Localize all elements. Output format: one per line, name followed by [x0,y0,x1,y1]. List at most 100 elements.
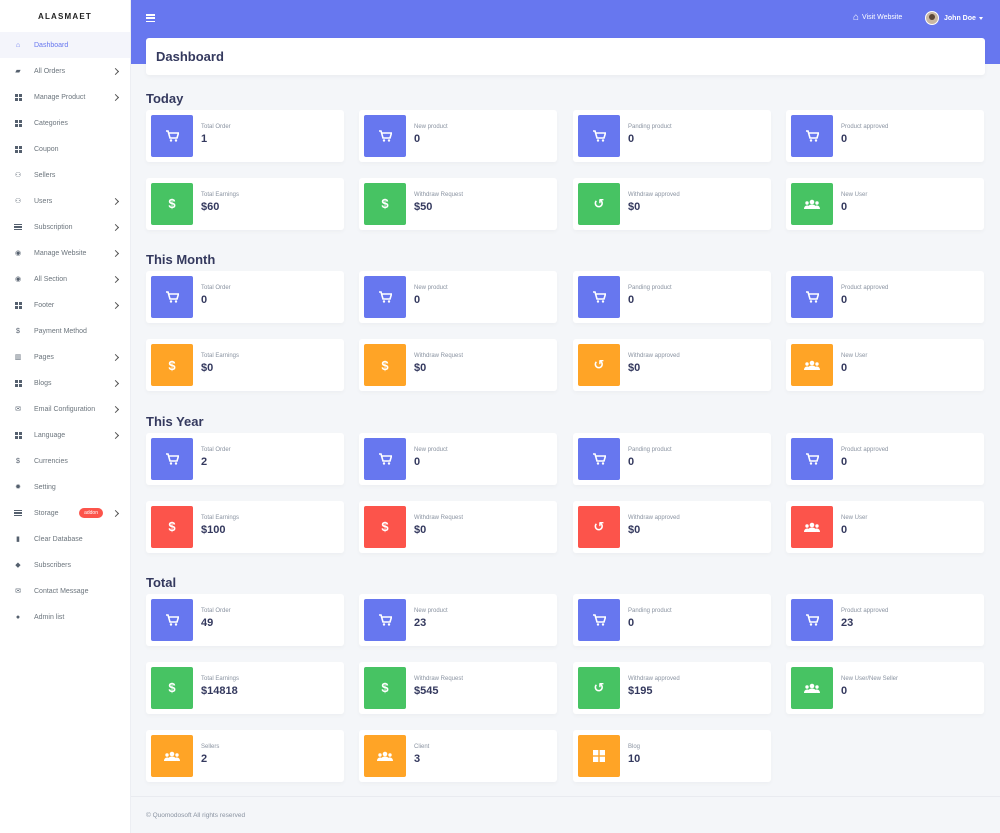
user-dropdown[interactable]: John Doe [925,11,983,25]
stat-card[interactable]: Panding product 0 [573,432,771,485]
stat-card[interactable]: New User 0 [786,339,984,392]
stat-card[interactable]: Client 3 [359,729,557,782]
sidebar-item-footer[interactable]: Footer [0,292,130,318]
cart-icon [364,599,406,642]
stat-card[interactable]: $ Withdraw Request $0 [359,339,557,392]
stat-card[interactable]: Product approved 0 [786,432,984,485]
sidebar-item-categories[interactable]: Categories [0,110,130,136]
list-icon [14,509,22,517]
users-icon [791,666,833,709]
sidebar-item-coupon[interactable]: Coupon [0,136,130,162]
sidebar-item-storage[interactable]: Storage addon [0,500,130,526]
stat-card[interactable]: New User 0 [786,500,984,553]
sidebar-item-label: Manage Website [34,249,87,257]
stat-card[interactable]: Product approved 0 [786,271,984,324]
stat-card[interactable]: ↺ Withdraw approved $195 [573,661,771,714]
sidebar-item-manage-product[interactable]: Manage Product [0,84,130,110]
stat-card[interactable]: ↺ Withdraw approved $0 [573,177,771,230]
stat-value: $545 [414,684,439,697]
stat-card[interactable]: ↺ Withdraw approved $0 [573,339,771,392]
stat-label: Panding product [628,285,672,292]
stat-card[interactable]: $ Total Earnings $100 [146,500,344,553]
stat-card[interactable]: $ Withdraw Request $0 [359,500,557,553]
stat-card[interactable]: Panding product 0 [573,594,771,647]
sidebar-item-all-section[interactable]: ◉ All Section [0,266,130,292]
stat-card[interactable]: Panding product 0 [573,271,771,324]
stat-label: Sellers [201,743,220,750]
stat-card[interactable]: $ Withdraw Request $50 [359,177,557,230]
dollar-icon: $ [16,327,20,335]
stat-card[interactable]: Panding product 0 [573,110,771,162]
stat-value: $0 [201,362,214,375]
stat-value: 49 [201,617,214,630]
sidebar-item-dashboard[interactable]: ⌂ Dashboard [0,32,130,58]
sidebar-item-admin-list[interactable]: ● Admin list [0,604,130,630]
sidebar-item-subscribers[interactable]: ◆ Subscribers [0,552,130,578]
stat-card[interactable]: Total Order 2 [146,432,344,485]
sidebar-item-subscription[interactable]: Subscription [0,214,130,240]
stat-card[interactable]: New product 0 [359,110,557,162]
sidebar-item-all-orders[interactable]: ▰ All Orders [0,58,130,84]
sidebar-item-currencies[interactable]: $ Currencies [0,448,130,474]
chevron-right-icon [111,67,120,75]
stat-card[interactable]: Total Order 49 [146,594,344,647]
grid-icon [14,93,22,101]
sidebar-item-label: Pages [34,353,54,361]
stat-card[interactable]: ↺ Withdraw approved $0 [573,500,771,553]
cart-icon [151,599,193,642]
sidebar-item-language[interactable]: Language [0,422,130,448]
chevron-right-icon [111,431,120,439]
sidebar-item-pages[interactable]: ▥ Pages [0,344,130,370]
stat-card[interactable]: Total Order 0 [146,271,344,324]
stat-label: Withdraw approved [628,191,680,198]
stat-label: Total Order [201,608,231,615]
stat-card[interactable]: New product 23 [359,594,557,647]
columns-icon: ▥ [14,354,22,361]
stat-card[interactable]: Sellers 2 [146,729,344,782]
stat-value: 0 [414,133,421,145]
hamburger-menu-icon[interactable] [146,14,155,22]
stat-value: 0 [841,362,848,375]
stat-card[interactable]: New User 0 [786,177,984,230]
sidebar-item-contact-message[interactable]: ✉ Contact Message [0,578,130,604]
stat-card[interactable]: $ Total Earnings $14818 [146,661,344,714]
stat-card[interactable]: $ Withdraw Request $545 [359,661,557,714]
cart-icon: ▰ [15,68,21,75]
stat-card[interactable]: New User/New Seller 0 [786,661,984,714]
stat-card[interactable]: Blog 10 [573,729,771,782]
stat-value: 3 [414,752,421,765]
sidebar-item-manage-website[interactable]: ◉ Manage Website [0,240,130,266]
stat-card[interactable]: New product 0 [359,432,557,485]
stat-card[interactable]: $ Total Earnings $60 [146,177,344,230]
trash-icon: ▮ [16,536,20,543]
sidebar-item-label: Coupon [34,145,59,153]
stat-label: Total Earnings [201,514,240,521]
stat-label: New User [841,514,868,521]
dollar-icon: $ [364,505,406,548]
sidebar-item-label: Sellers [34,171,56,179]
sidebar-item-users[interactable]: ⚇ Users [0,188,130,214]
globe-icon: ◉ [14,276,22,283]
sidebar-item-payment-method[interactable]: $ Payment Method [0,318,130,344]
stat-value: $100 [201,523,226,536]
sidebar-item-clear-database[interactable]: ▮ Clear Database [0,526,130,552]
stat-card[interactable]: $ Total Earnings $0 [146,339,344,392]
stat-card[interactable]: New product 0 [359,271,557,324]
chevron-right-icon [111,223,120,231]
cart-icon [791,276,833,319]
grid-icon [578,734,620,777]
stat-card[interactable]: Product approved 0 [786,110,984,162]
sidebar-item-label: Manage Product [34,93,86,101]
stat-label: Product approved [841,608,889,615]
sidebar-item-label: Contact Message [34,587,89,595]
chevron-right-icon [111,301,120,309]
stat-card[interactable]: Product approved 23 [786,594,984,647]
brand-logo[interactable]: ALASMAET [37,11,93,21]
stat-card[interactable]: Total Order 1 [146,110,344,162]
envelope-icon: ✉ [15,406,21,413]
sidebar-item-sellers[interactable]: ⚇ Sellers [0,162,130,188]
sidebar-item-setting[interactable]: ✹ Setting [0,474,130,500]
sidebar-item-blogs[interactable]: Blogs [0,370,130,396]
visit-website-link[interactable]: ⌂ Visit Website [853,12,902,23]
sidebar-item-email-configuration[interactable]: ✉ Email Configuration [0,396,130,422]
